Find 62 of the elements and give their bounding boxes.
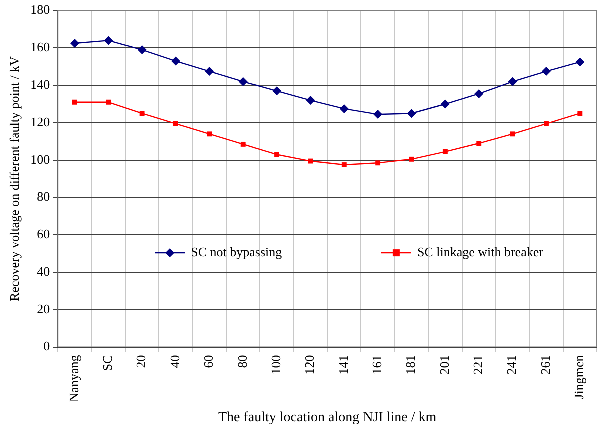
point [342,162,347,168]
x-tick-label: Nanyang [66,354,82,402]
point [476,141,482,146]
point [340,104,349,114]
legend-label: SC not bypassing [191,244,283,260]
point [140,111,145,116]
x-tick-label: 201 [436,355,452,375]
x-tick-label: 80 [234,355,250,368]
y-tick-label: 140 [30,76,50,92]
x-tick-label: 20 [134,355,149,368]
point [442,149,448,154]
point [70,39,80,48]
x-tick-label: 40 [167,355,182,368]
point [104,36,114,46]
point [207,132,212,137]
point [171,56,180,66]
point [238,77,248,86]
y-tick-label: 180 [30,2,50,18]
x-tick-label: 161 [369,355,384,375]
x-tick-label: 60 [201,355,216,368]
point [510,132,516,137]
point [106,100,112,105]
point [542,67,551,76]
x-tick-label: 261 [538,355,553,375]
point [407,109,416,118]
y-tick-label: 100 [30,152,50,167]
point [578,111,583,116]
point [205,67,214,76]
point [72,100,78,105]
point [272,86,282,96]
point [274,152,280,158]
y-tick-label: 0 [44,338,50,354]
point [240,142,246,147]
y-tick-label: 160 [30,40,50,55]
y-tick-label: 80 [37,189,50,204]
point [409,156,414,162]
x-tick-label: 241 [504,355,520,375]
point [440,100,450,109]
x-tick-label: 100 [268,355,284,375]
point [576,58,585,67]
point [374,110,383,120]
point [544,121,549,126]
x-tick-label: 141 [336,355,351,375]
point [306,96,316,106]
y-tick-label: 20 [37,301,50,316]
y-tick-label: 60 [37,226,50,242]
point [308,158,314,164]
x-tick-label: 181 [403,355,418,375]
point [508,77,518,86]
point [474,89,484,98]
point [174,121,178,126]
point [376,160,381,166]
x-tick-label: SC [100,355,116,372]
point [138,46,147,55]
x-tick-label: 120 [302,355,318,375]
y-tick-label: 40 [37,264,50,279]
x-tick-label: 221 [470,355,486,375]
x-tick-label: Jingmen [572,354,587,400]
y-axis-title: Recovery voltage on different faulty point / kV [7,56,22,302]
legend-label: SC linkage with breaker [417,244,544,260]
x-axis-title: The faulty location along NJI line / km [218,410,437,426]
y-tick-label: 120 [30,114,50,130]
